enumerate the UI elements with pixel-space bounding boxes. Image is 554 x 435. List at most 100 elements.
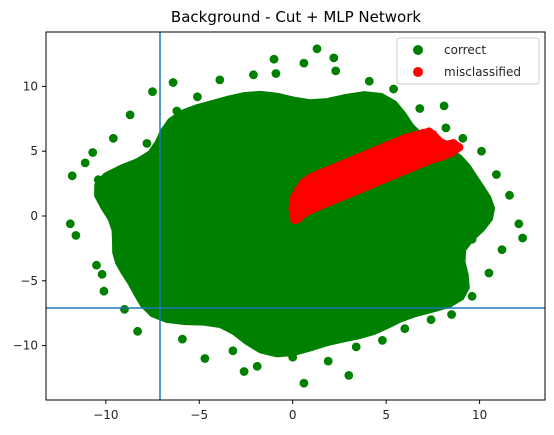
correct-point (439, 101, 449, 111)
correct-point (122, 177, 131, 187)
correct-point (467, 234, 477, 244)
correct-point (299, 378, 309, 388)
misclassified-point (293, 185, 303, 195)
chart-title: Background - Cut + MLP Network (171, 8, 421, 26)
correct-point (441, 123, 451, 133)
misclassified-point (353, 185, 363, 195)
x-tick-label: 5 (382, 408, 390, 422)
correct-point (114, 251, 124, 261)
misclassified-point (344, 157, 354, 167)
misclassified-point (363, 181, 372, 191)
misclassified-point (391, 170, 400, 179)
correct-point (460, 184, 469, 194)
correct-point (415, 104, 425, 113)
misclassified-point (316, 179, 326, 189)
correct-point (323, 356, 333, 366)
legend-frame (396, 37, 540, 85)
misclassified-point (325, 165, 335, 174)
correct-point (514, 219, 524, 229)
legend-label-misclassified: misclassified (444, 65, 521, 79)
correct-point (125, 110, 135, 120)
legend-marker-misclassified (413, 67, 423, 77)
misclassified-point (419, 142, 428, 152)
correct-point (92, 260, 101, 270)
correct-point (252, 361, 262, 371)
correct-point (518, 233, 527, 243)
correct-point (172, 106, 182, 116)
misclassified-point (381, 174, 391, 183)
misclassified-point (307, 205, 316, 214)
misclassified-point (391, 137, 400, 147)
x-tick-label: −10 (93, 408, 118, 422)
correct-point (492, 170, 501, 179)
correct-point (178, 334, 187, 344)
correct-point (467, 291, 477, 301)
misclassified-point (307, 188, 316, 198)
correct-point (484, 268, 494, 278)
misclassified-point (307, 172, 316, 182)
misclassified-point (290, 192, 299, 202)
correct-point (400, 324, 410, 334)
misclassified-point (409, 131, 419, 141)
correct-point (142, 139, 152, 148)
misclassified-point (428, 154, 438, 164)
correct-point (249, 70, 258, 80)
correct-point (269, 54, 279, 64)
correct-point (239, 367, 249, 376)
misclassified-point (391, 152, 400, 161)
correct-point (389, 84, 398, 94)
correct-point (426, 315, 436, 325)
correct-point (271, 69, 281, 78)
x-tick-label: −5 (190, 408, 208, 422)
y-axis: −10 −5 0 5 10 (13, 79, 46, 353)
correct-point (120, 304, 129, 314)
y-tick-label: 0 (30, 209, 38, 223)
correct-point (477, 146, 486, 156)
correct-point (135, 282, 144, 292)
correct-point (168, 78, 178, 87)
plot-area (65, 44, 527, 388)
correct-point (80, 158, 90, 168)
correct-point (344, 371, 354, 380)
correct-point (351, 342, 361, 352)
misclassified-point (409, 144, 419, 154)
misclassified-point (400, 133, 410, 143)
correct-point (215, 75, 225, 85)
misclassified-point (316, 201, 326, 211)
misclassified-point (437, 152, 447, 161)
misclassified-point (363, 149, 372, 159)
misclassified-point (335, 172, 344, 182)
misclassified-point (428, 130, 438, 139)
x-tick-label: 0 (289, 408, 297, 422)
y-tick-label: −5 (20, 274, 38, 288)
correct-point (299, 58, 309, 68)
correct-point (97, 269, 107, 279)
misclassified-point (447, 148, 456, 157)
reference-lines (46, 32, 545, 400)
misclassified-point (441, 140, 451, 150)
misclassified-point (293, 214, 303, 224)
misclassified-point (335, 161, 344, 170)
misclassified-point (400, 149, 410, 159)
misclassified-point (325, 197, 335, 207)
misclassified-point (325, 180, 335, 190)
misclassified-point (419, 158, 428, 168)
correct-point (71, 231, 81, 240)
correct-point (378, 336, 387, 345)
y-tick-label: 10 (23, 79, 38, 93)
x-tick-label: 10 (472, 408, 487, 422)
legend-label-correct: correct (444, 43, 486, 57)
correct-point (452, 277, 462, 287)
y-tick-label: 5 (30, 144, 38, 158)
correct-point (200, 354, 210, 363)
misclassified-point (299, 177, 309, 187)
misclassified-point (353, 153, 363, 163)
correct-point (67, 171, 77, 181)
misclassified-point (409, 162, 419, 172)
misclassified-point (299, 209, 309, 218)
correct-point (505, 190, 514, 200)
misclassified-point (353, 167, 363, 177)
misclassified-point (400, 166, 410, 176)
correct-point (312, 44, 322, 54)
